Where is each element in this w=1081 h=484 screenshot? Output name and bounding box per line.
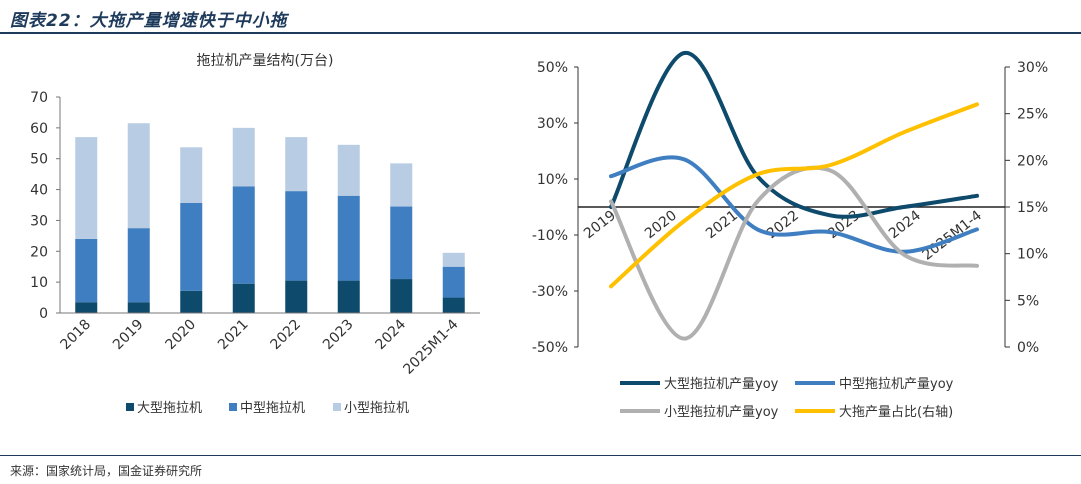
bar-segment [127, 228, 150, 303]
title-rule [0, 32, 1081, 34]
bar-segment [390, 163, 413, 207]
right-y-tick-label: 25% [1017, 107, 1048, 123]
bar-segment [285, 137, 308, 192]
x-tick-label: 2020 [642, 208, 680, 243]
bar-segment [337, 195, 360, 281]
right-y-tick-label: 5% [1017, 293, 1039, 309]
legend-swatch [229, 403, 237, 411]
left-y-tick-label: -30% [532, 284, 568, 300]
bar-segment [75, 302, 98, 313]
legend-swatch [126, 403, 134, 411]
yoy-line-chart: -50% -30% -10% 10% 30% 50% 0% 5% 10% 15% 20% 25% 30%… [532, 50, 1048, 420]
bar-segment [180, 202, 203, 291]
right-y-tick-label: 20% [1017, 153, 1048, 169]
y-tick-label: 30 [30, 213, 48, 229]
left-y-tick-label: 10% [537, 172, 568, 188]
bar-segment [127, 123, 150, 229]
y-tick-label: 70 [30, 90, 48, 106]
bar-segment [232, 127, 255, 187]
legend-label: 小型拖拉机 [344, 401, 409, 416]
y-tick-label: 10 [30, 275, 48, 291]
bar-segment [442, 297, 465, 313]
bar-segment [180, 290, 203, 313]
legend-label: 大拖产量占比(右轴) [839, 405, 953, 420]
series-line [609, 165, 979, 341]
bar-segment [75, 137, 98, 239]
source-rule [0, 455, 1081, 456]
series-line [609, 155, 979, 254]
right-y-tick-label: 10% [1017, 247, 1048, 263]
bar-segment [442, 252, 465, 267]
bar-segment [390, 279, 413, 313]
x-tick-label: 2022 [764, 208, 802, 243]
legend-swatch [333, 403, 341, 411]
bar-segment [285, 280, 308, 313]
right-y-tick-label: 30% [1017, 60, 1048, 76]
legend-label: 小型拖拉机产量yoy [664, 405, 779, 420]
bar-segment [285, 191, 308, 281]
left-y-tick-label: 30% [537, 116, 568, 132]
legend-label: 中型拖拉机 [240, 401, 305, 416]
bar-segment [442, 266, 465, 298]
bar-segment [127, 302, 150, 313]
legend-label: 中型拖拉机产量yoy [839, 377, 954, 392]
series-line [609, 102, 979, 289]
left-y-tick-label: 50% [537, 60, 568, 76]
right-y-tick-label: 15% [1017, 200, 1048, 216]
bar-segment [180, 147, 203, 203]
y-tick-label: 50 [30, 152, 48, 168]
x-tick-label: 2024 [886, 207, 924, 242]
y-tick-label: 60 [30, 121, 48, 137]
bar-segment [75, 238, 98, 303]
right-y-tick-label: 0% [1017, 340, 1039, 356]
bar-segment [232, 186, 255, 284]
x-tick-label: 2019 [581, 208, 619, 243]
y-tick-label: 20 [30, 244, 48, 260]
page-title: 图表22：大拖产量增速快于中小拖 [10, 11, 288, 31]
bar-segment [232, 283, 255, 313]
bar-segment [390, 206, 413, 280]
series-line [609, 50, 979, 219]
bar-chart-title: 拖拉机产量结构(万台) [197, 53, 334, 69]
left-y-tick-label: -50% [532, 340, 568, 356]
legend-label: 大型拖拉机产量yoy [664, 377, 779, 392]
y-tick-label: 0 [39, 306, 48, 322]
legend-label: 大型拖拉机 [137, 401, 202, 416]
x-tick-label: 2025M1-4 [919, 207, 985, 263]
bar-segment [337, 144, 360, 196]
y-tick-label: 40 [30, 183, 48, 199]
source-note: 来源：国家统计局，国金证券研究所 [10, 464, 203, 478]
bar-segment [337, 280, 360, 313]
left-y-tick-label: -10% [532, 228, 568, 244]
